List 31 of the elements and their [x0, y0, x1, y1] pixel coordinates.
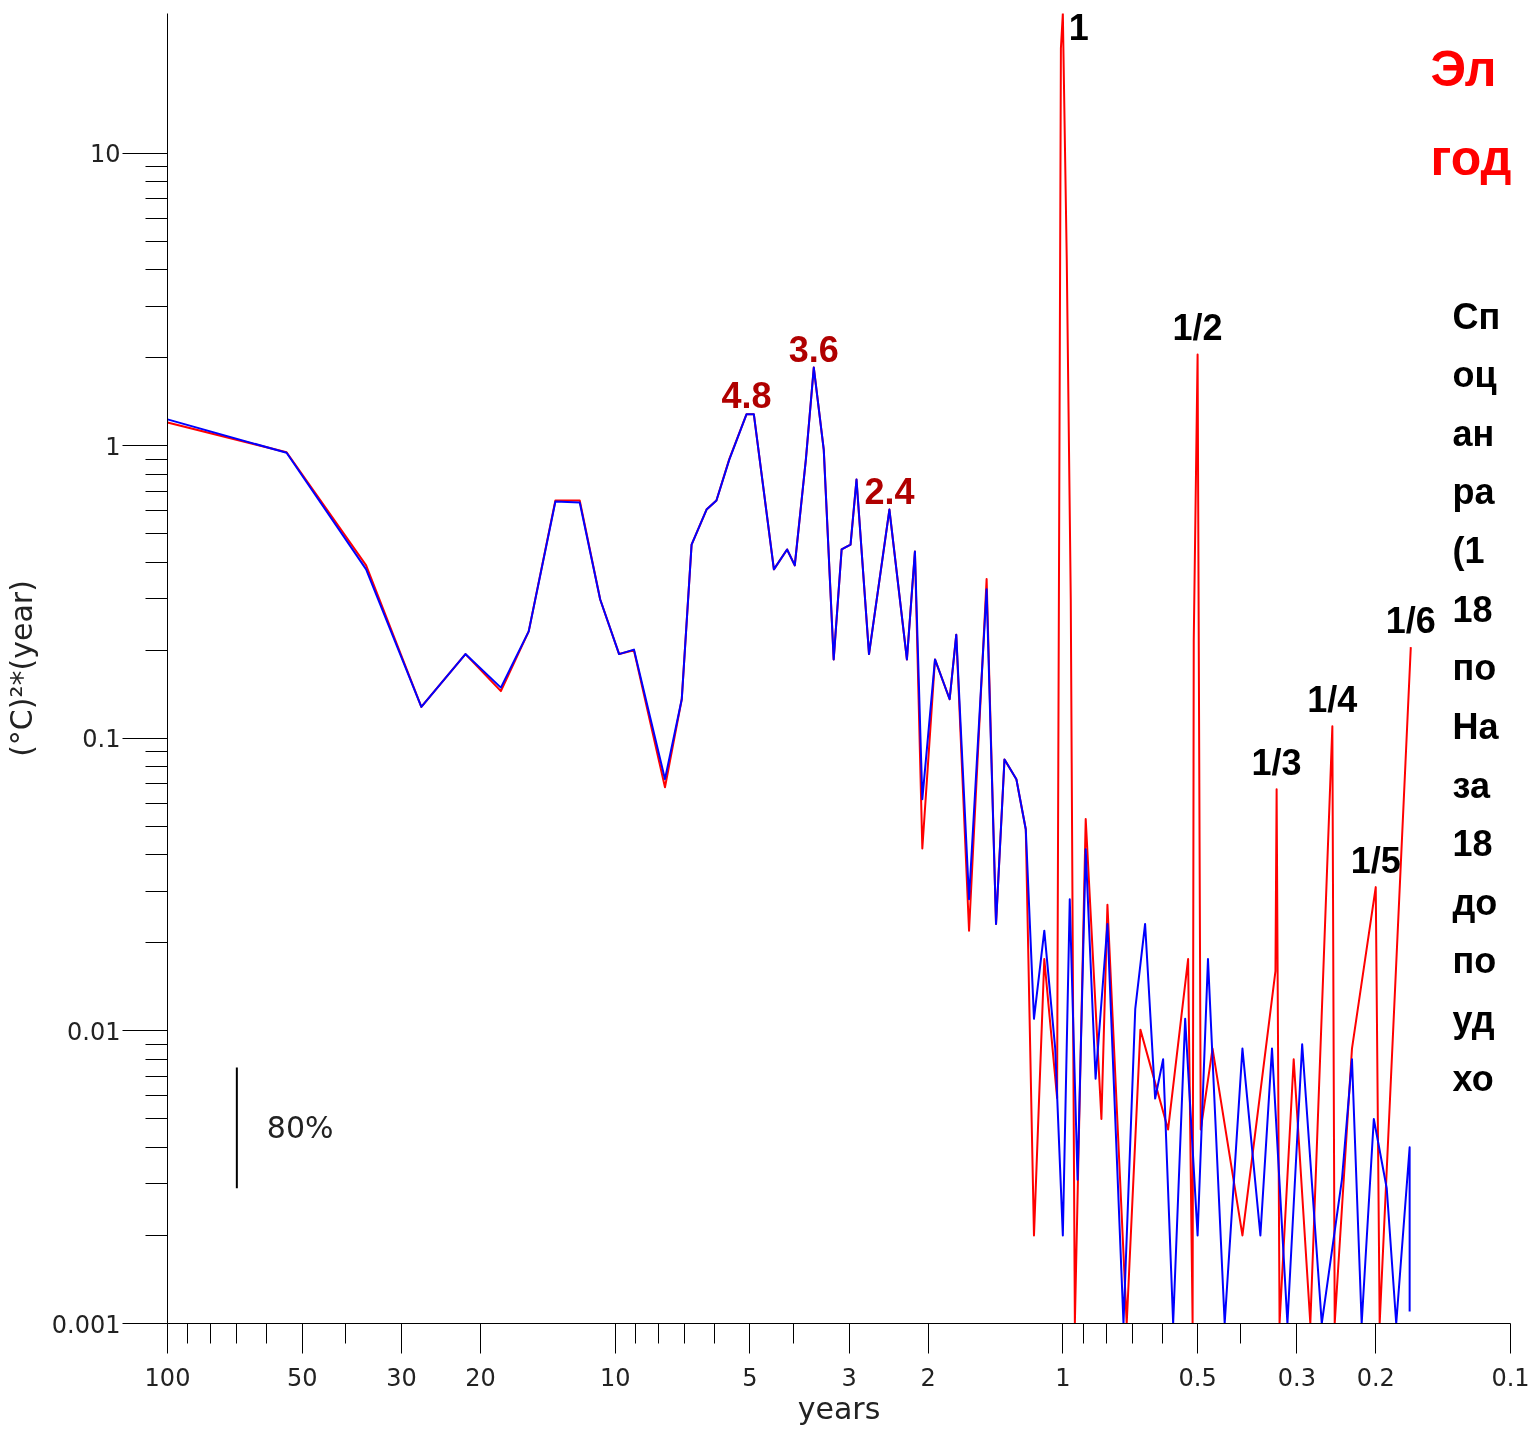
annotation: 1/3: [1251, 742, 1302, 784]
series-label: 80%: [266, 1110, 334, 1146]
y-tick-label: 1: [105, 432, 121, 461]
annotation: 1/5: [1350, 840, 1401, 882]
x-tick-label: 100: [144, 1363, 191, 1392]
y-tick-label: 0.001: [51, 1310, 121, 1339]
x-tick-label: 10: [599, 1363, 631, 1392]
annotation: 3.6: [788, 328, 839, 370]
x-tick-label: 0.3: [1277, 1363, 1316, 1392]
x-tick-label: 1: [1055, 1363, 1071, 1392]
x-tick-label: 50: [286, 1363, 318, 1392]
x-tick-label: 0.5: [1178, 1363, 1217, 1392]
annotation: 1/4: [1307, 679, 1358, 721]
annotation: 4.8: [721, 375, 772, 417]
y-tick-label: 10: [89, 140, 121, 169]
y-tick-label: 0.1: [82, 725, 121, 754]
x-tick-label: 3: [841, 1363, 857, 1392]
x-tick-label: 0.1: [1491, 1363, 1530, 1392]
annotation: 1/6: [1385, 600, 1436, 642]
x-tick-label: 0.2: [1356, 1363, 1395, 1392]
annotation: 1: [1068, 6, 1089, 48]
x-tick-label: 30: [386, 1363, 417, 1392]
y-tick-label: 0.01: [67, 1017, 121, 1046]
annotation: 2.4: [864, 470, 915, 512]
x-tick-label: 20: [465, 1363, 496, 1392]
text: Сп оц ан ра (1 18 по На за 18 до по уд хо: [1452, 295, 1501, 1099]
x-tick-label: 5: [742, 1363, 758, 1392]
y-axis-title: (°C)²*(year): [3, 580, 39, 757]
x-axis-title: years: [797, 1390, 881, 1426]
x-tick-label: 2: [920, 1363, 936, 1392]
annotation: 1/2: [1172, 307, 1223, 349]
